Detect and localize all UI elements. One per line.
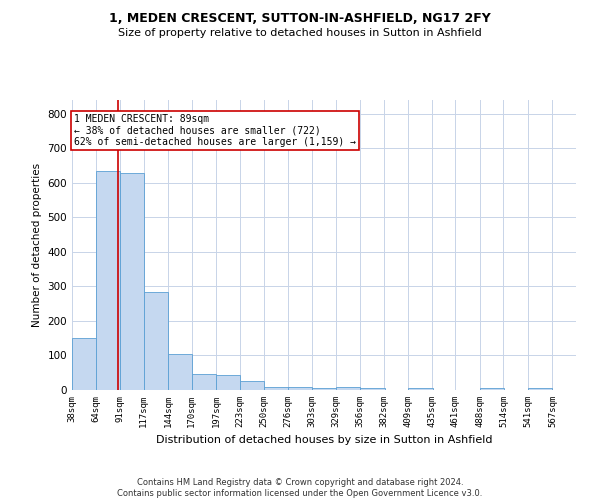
X-axis label: Distribution of detached houses by size in Sutton in Ashfield: Distribution of detached houses by size … (156, 436, 492, 446)
Bar (265, 386, 289, 390)
Bar (240, 380, 264, 390)
Bar (361, 388, 385, 390)
Bar (480, 388, 504, 390)
Bar (72, 338, 97, 390)
Text: 1, MEDEN CRESCENT, SUTTON-IN-ASHFIELD, NG17 2FY: 1, MEDEN CRESCENT, SUTTON-IN-ASHFIELD, N… (109, 12, 491, 26)
Bar (528, 388, 552, 390)
Bar (192, 374, 216, 390)
Bar (168, 354, 193, 390)
Bar (336, 386, 360, 390)
Bar (288, 386, 312, 390)
Y-axis label: Number of detached properties: Number of detached properties (32, 163, 42, 327)
Text: Size of property relative to detached houses in Sutton in Ashfield: Size of property relative to detached ho… (118, 28, 482, 38)
Text: Contains HM Land Registry data © Crown copyright and database right 2024.
Contai: Contains HM Land Registry data © Crown c… (118, 478, 482, 498)
Bar (409, 388, 433, 390)
Bar (96, 171, 120, 390)
Bar (216, 375, 241, 390)
Bar (144, 292, 168, 390)
Text: 1 MEDEN CRESCENT: 89sqm
← 38% of detached houses are smaller (722)
62% of semi-d: 1 MEDEN CRESCENT: 89sqm ← 38% of detache… (74, 114, 356, 147)
Bar (120, 172, 145, 390)
Bar (313, 388, 337, 390)
